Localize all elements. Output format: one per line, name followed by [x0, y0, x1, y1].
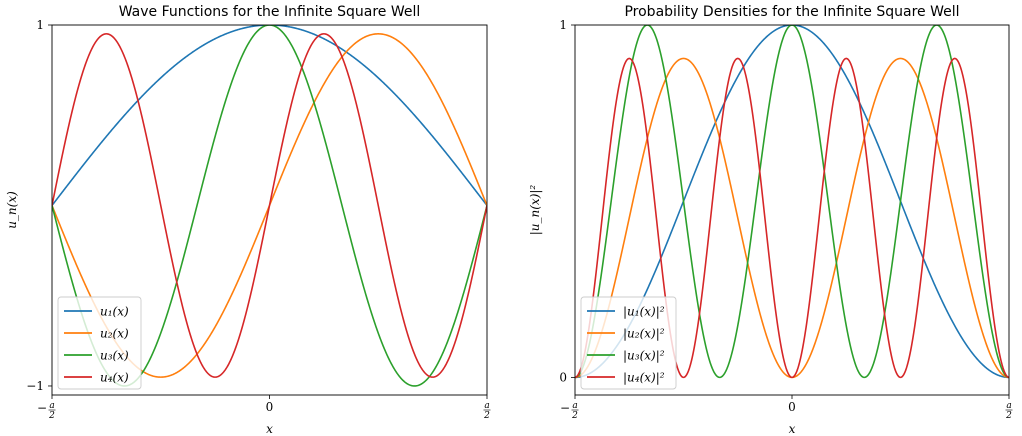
x-tick-denominator: 2: [483, 411, 490, 421]
series-line-1: [52, 25, 487, 206]
chart-panel-1: Wave Functions for the Infinite Square W…: [5, 4, 491, 436]
x-tick-label-fraction: − a2: [37, 401, 56, 421]
x-tick-sign: −: [37, 401, 47, 415]
legend-label: u₄(x): [100, 371, 129, 385]
legend-label: |u₄(x)|²: [623, 371, 665, 385]
y-axis-label: |u_n(x)|²: [528, 185, 542, 236]
legend-label: |u₁(x)|²: [623, 305, 665, 319]
chart-title: Wave Functions for the Infinite Square W…: [119, 4, 421, 20]
legend-label: u₁(x): [100, 305, 129, 319]
x-tick-denominator: 2: [48, 411, 55, 421]
x-tick-label: 0: [788, 400, 796, 414]
x-tick-label-fraction: a2: [1005, 401, 1013, 421]
y-tick-label: 1: [559, 18, 567, 32]
x-tick-numerator: a: [484, 401, 489, 411]
legend-label: u₂(x): [100, 327, 129, 341]
series-line-4: [575, 57, 1009, 379]
legend-box: [57, 296, 142, 390]
x-tick-label: 0: [266, 400, 274, 414]
legend: u₁(x) u₂(x) u₃(x) u₄(x): [57, 296, 142, 390]
legend-label: |u₂(x)|²: [623, 327, 665, 341]
series-line-4: [52, 33, 487, 378]
y-axis-label: u_n(x): [5, 191, 19, 229]
legend-box: [580, 296, 677, 390]
legend-label: |u₃(x)|²: [623, 349, 665, 363]
x-tick-label-fraction: − a2: [560, 401, 579, 421]
series-line-1: [575, 25, 1009, 379]
y-tick-label: 0: [559, 370, 567, 384]
x-tick-denominator: 2: [1005, 411, 1012, 421]
y-tick-label: −1: [26, 379, 44, 393]
x-tick-numerator: a: [1006, 401, 1011, 411]
x-axis-label: x: [789, 422, 796, 436]
y-tick-label: 1: [36, 18, 44, 32]
x-tick-numerator: a: [49, 401, 54, 411]
legend-label: u₃(x): [100, 349, 129, 363]
x-tick-numerator: a: [572, 401, 577, 411]
legend: |u₁(x)|² |u₂(x)|² |u₃(x)|² |u₄(x)|²: [580, 296, 677, 390]
x-tick-denominator: 2: [571, 411, 578, 421]
chart-panel-2: Probability Densities for the Infinite S…: [528, 4, 1013, 436]
x-axis-label: x: [266, 422, 273, 436]
chart-title: Probability Densities for the Infinite S…: [624, 4, 959, 20]
x-tick-label-fraction: a2: [483, 401, 491, 421]
x-tick-sign: −: [560, 401, 570, 415]
